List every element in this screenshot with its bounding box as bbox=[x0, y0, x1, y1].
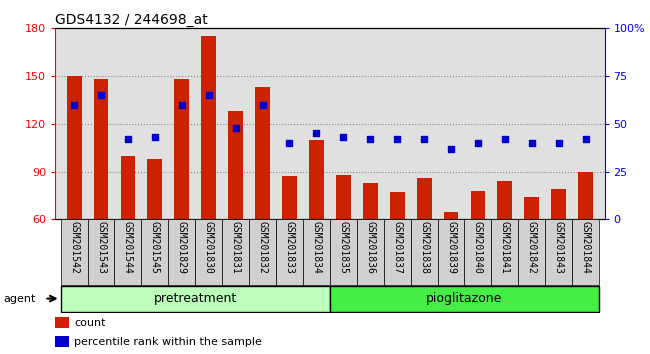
Text: GSM201834: GSM201834 bbox=[311, 222, 321, 274]
Bar bbox=[417, 178, 432, 219]
Text: GSM201839: GSM201839 bbox=[446, 222, 456, 274]
Point bbox=[177, 102, 187, 108]
Text: GSM201838: GSM201838 bbox=[419, 222, 429, 274]
Text: percentile rank within the sample: percentile rank within the sample bbox=[75, 337, 263, 347]
Text: GSM201831: GSM201831 bbox=[231, 222, 240, 274]
Text: count: count bbox=[75, 318, 106, 328]
Point bbox=[526, 140, 537, 146]
Text: GSM201843: GSM201843 bbox=[554, 222, 564, 274]
Bar bbox=[491, 219, 518, 285]
Bar bbox=[357, 219, 384, 285]
Text: GSM201837: GSM201837 bbox=[392, 222, 402, 274]
Bar bbox=[518, 219, 545, 285]
Bar bbox=[142, 219, 168, 285]
Bar bbox=[94, 79, 109, 219]
Point bbox=[338, 135, 348, 140]
Text: GSM201829: GSM201829 bbox=[177, 222, 187, 274]
Bar bbox=[88, 219, 114, 285]
Bar bbox=[303, 219, 330, 285]
Bar bbox=[363, 183, 378, 219]
Point bbox=[150, 135, 160, 140]
Bar bbox=[525, 197, 540, 219]
Text: GSM201841: GSM201841 bbox=[500, 222, 510, 274]
Point bbox=[554, 140, 564, 146]
Text: agent: agent bbox=[3, 294, 36, 304]
Text: GDS4132 / 244698_at: GDS4132 / 244698_at bbox=[55, 13, 208, 27]
Bar bbox=[202, 36, 216, 219]
Text: GSM201842: GSM201842 bbox=[526, 222, 537, 274]
Point bbox=[257, 102, 268, 108]
Bar bbox=[572, 219, 599, 285]
Bar bbox=[336, 175, 351, 219]
Bar bbox=[174, 79, 189, 219]
Text: GSM201832: GSM201832 bbox=[257, 222, 268, 274]
Bar bbox=[120, 156, 135, 219]
Text: GSM201833: GSM201833 bbox=[285, 222, 294, 274]
Bar bbox=[222, 219, 249, 285]
Point bbox=[580, 136, 591, 142]
Bar bbox=[67, 76, 81, 219]
Bar bbox=[255, 87, 270, 219]
Text: GSM201545: GSM201545 bbox=[150, 222, 160, 274]
Point bbox=[203, 92, 214, 98]
Point bbox=[231, 125, 241, 131]
Point bbox=[311, 131, 322, 136]
Point bbox=[500, 136, 510, 142]
Text: GSM201544: GSM201544 bbox=[123, 222, 133, 274]
Point bbox=[96, 92, 106, 98]
Bar bbox=[228, 111, 243, 219]
Bar bbox=[282, 176, 297, 219]
Bar bbox=[195, 219, 222, 285]
Text: GSM201836: GSM201836 bbox=[365, 222, 375, 274]
Bar bbox=[276, 219, 303, 285]
Point bbox=[123, 136, 133, 142]
Bar bbox=[444, 211, 458, 219]
Bar bbox=[465, 219, 491, 285]
Text: GSM201543: GSM201543 bbox=[96, 222, 106, 274]
Bar bbox=[551, 189, 566, 219]
Point bbox=[284, 140, 294, 146]
Text: GSM201840: GSM201840 bbox=[473, 222, 483, 274]
Bar bbox=[114, 219, 142, 285]
Text: GSM201830: GSM201830 bbox=[203, 222, 214, 274]
Bar bbox=[384, 219, 411, 285]
Bar bbox=[309, 140, 324, 219]
Bar bbox=[55, 336, 69, 347]
Point bbox=[69, 102, 79, 108]
Bar bbox=[60, 286, 330, 312]
Bar bbox=[437, 219, 465, 285]
Bar bbox=[545, 219, 572, 285]
Bar bbox=[168, 219, 195, 285]
Bar bbox=[390, 193, 404, 219]
Point bbox=[365, 136, 376, 142]
Bar bbox=[330, 286, 599, 312]
Point bbox=[392, 136, 402, 142]
Bar bbox=[497, 181, 512, 219]
Text: GSM201844: GSM201844 bbox=[580, 222, 591, 274]
Bar bbox=[55, 317, 69, 328]
Bar bbox=[471, 191, 486, 219]
Bar bbox=[578, 172, 593, 219]
Text: pioglitazone: pioglitazone bbox=[426, 292, 502, 305]
Point bbox=[419, 136, 429, 142]
Bar bbox=[148, 159, 162, 219]
Bar bbox=[330, 219, 357, 285]
Point bbox=[473, 140, 483, 146]
Text: GSM201542: GSM201542 bbox=[69, 222, 79, 274]
Bar bbox=[249, 219, 276, 285]
Text: pretreatment: pretreatment bbox=[153, 292, 237, 305]
Bar bbox=[60, 219, 88, 285]
Bar bbox=[411, 219, 437, 285]
Text: GSM201835: GSM201835 bbox=[339, 222, 348, 274]
Point bbox=[446, 146, 456, 152]
